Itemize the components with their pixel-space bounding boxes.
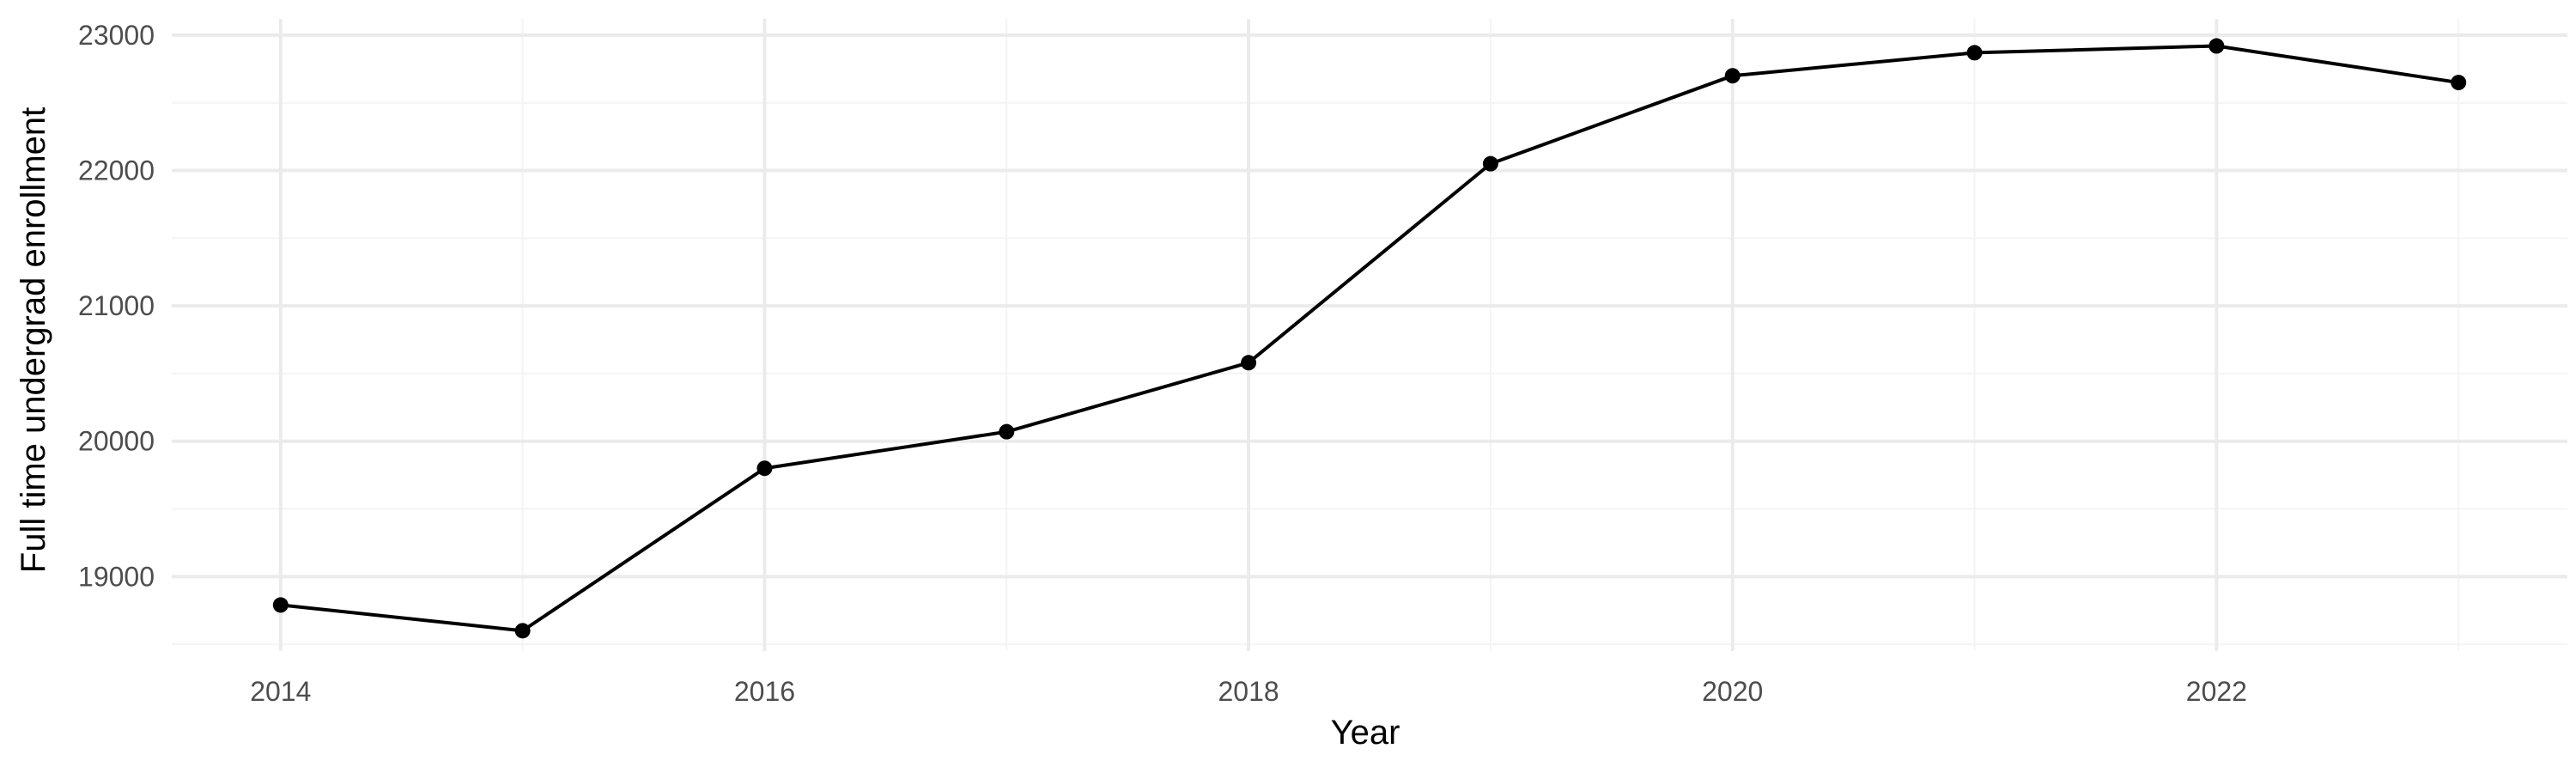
- data-point: [999, 423, 1015, 440]
- data-point: [756, 460, 773, 477]
- data-point: [1241, 355, 1257, 371]
- x-axis-title: Year: [1331, 714, 1400, 752]
- data-point: [2451, 75, 2467, 91]
- data-point: [272, 597, 289, 613]
- data-point: [1724, 68, 1741, 84]
- y-axis-ticks: 19000 20000 21000 22000 23000: [78, 20, 155, 592]
- y-tick-label: 21000: [78, 290, 155, 321]
- y-tick-label: 19000: [78, 561, 155, 592]
- x-tick-label: 2016: [734, 676, 795, 707]
- y-axis-title: Full time undergrad enrollment: [15, 107, 52, 573]
- data-point: [1966, 45, 1983, 61]
- y-tick-label: 22000: [78, 155, 155, 186]
- data-point: [514, 623, 531, 639]
- x-tick-label: 2018: [1218, 676, 1279, 707]
- x-tick-label: 2014: [250, 676, 311, 707]
- x-tick-label: 2020: [1702, 676, 1763, 707]
- x-tick-label: 2022: [2186, 676, 2247, 707]
- points-layer: [272, 38, 2467, 639]
- x-axis-ticks: 2014 2016 2018 2020 2022: [250, 676, 2247, 707]
- data-point: [2208, 38, 2225, 54]
- series-line: [278, 44, 2461, 633]
- grid: [172, 19, 2567, 651]
- series-layer: [278, 44, 2461, 633]
- y-tick-label: 20000: [78, 426, 155, 457]
- data-point: [1482, 155, 1498, 172]
- y-tick-label: 23000: [78, 20, 155, 51]
